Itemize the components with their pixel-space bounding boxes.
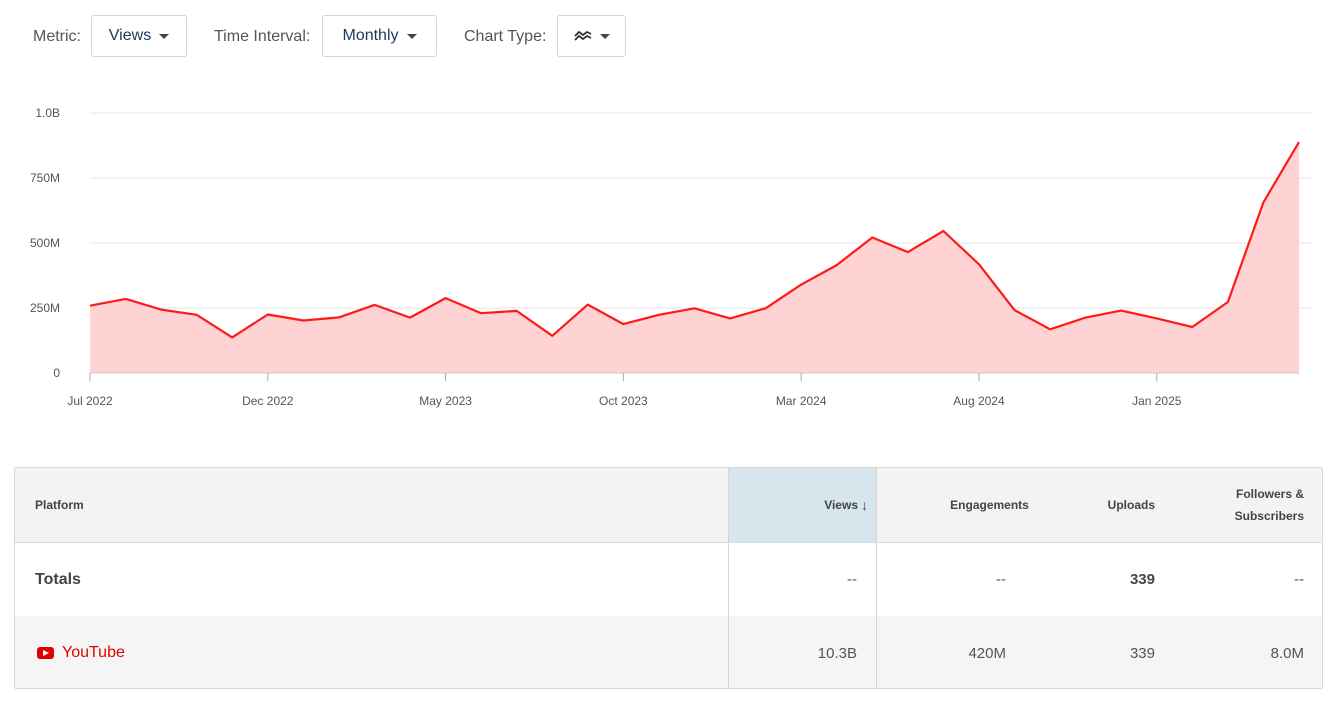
uploads-header[interactable]: Uploads: [1107, 498, 1155, 512]
chart-gridlines: [90, 112, 1312, 309]
totals-engagements: --: [996, 571, 1006, 588]
totals-uploads: 339: [1129, 571, 1155, 588]
followers-header[interactable]: Followers & Subscribers: [1175, 468, 1304, 542]
column-divider: [728, 468, 729, 688]
followers-header-line1: Followers &: [1235, 487, 1304, 501]
uploads-cell: 339: [1129, 644, 1155, 662]
column-divider: [876, 468, 877, 688]
views-header-label: Views: [824, 498, 858, 512]
area-chart-icon: [573, 30, 591, 41]
totals-followers: --: [1294, 571, 1304, 588]
y-tick-label: 1.0B: [35, 106, 60, 120]
x-tick-label: Mar 2024: [776, 394, 827, 408]
metric-value: Views: [108, 27, 152, 44]
metric-label: Metric:: [33, 28, 81, 45]
views-cell: 10.3B: [817, 644, 857, 662]
youtube-icon: [37, 647, 54, 659]
y-axis-ticks: 0 250M 500M 750M 1.0B: [30, 106, 60, 380]
platform-name: YouTube: [62, 644, 125, 661]
table-header-row: Platform Views ↓ Engagements Uploads Fol…: [15, 468, 1322, 543]
followers-header-line2: Subscribers: [1234, 509, 1304, 523]
x-tick-label: Aug 2024: [953, 394, 1005, 408]
series-line: [89, 141, 1300, 339]
chart-type-dropdown[interactable]: [557, 15, 626, 57]
caret-down-icon: [406, 33, 417, 39]
views-header[interactable]: Views ↓: [729, 468, 876, 542]
time-interval-dropdown[interactable]: Monthly: [322, 15, 437, 57]
chart-type-label: Chart Type:: [464, 28, 547, 45]
time-interval-label: Time Interval:: [214, 28, 311, 45]
totals-row: Totals -- -- 339 --: [15, 543, 1322, 616]
engagements-header[interactable]: Engagements: [950, 498, 1029, 512]
time-interval-value: Monthly: [342, 27, 399, 44]
totals-label: Totals: [35, 570, 81, 588]
views-area-chart: 0 250M 500M 750M 1.0B Jul 2022 Dec 2022 May 20…: [30, 106, 1312, 408]
totals-views: --: [847, 571, 857, 588]
x-tick-label: May 2023: [419, 394, 472, 408]
y-tick-label: 750M: [30, 171, 60, 185]
area-fill: [90, 142, 1299, 373]
y-tick-label: 500M: [30, 236, 60, 250]
x-tick-label: Jan 2025: [1132, 394, 1182, 408]
x-tick-label: Dec 2022: [242, 394, 294, 408]
sort-desc-icon: ↓: [861, 497, 868, 513]
metric-dropdown[interactable]: Views: [91, 15, 187, 57]
followers-cell: 8.0M: [1270, 644, 1304, 662]
platform-header[interactable]: Platform: [35, 498, 84, 512]
x-tick-label: Oct 2023: [599, 394, 648, 408]
caret-down-icon: [599, 33, 610, 39]
platform-cell: YouTube: [37, 616, 337, 688]
y-tick-label: 0: [53, 366, 60, 380]
chart-controls: Metric: Views Time Interval: Monthly Cha…: [0, 0, 1336, 75]
platform-table: Platform Views ↓ Engagements Uploads Fol…: [14, 467, 1323, 689]
youtube-link[interactable]: YouTube: [37, 644, 125, 662]
y-tick-label: 250M: [30, 301, 60, 315]
engagements-cell: 420M: [968, 644, 1006, 662]
caret-down-icon: [159, 33, 170, 39]
table-row: YouTube 10.3B 420M 339 8.0M: [15, 616, 1322, 688]
x-tick-label: Jul 2022: [67, 394, 113, 408]
x-axis-ticks: Jul 2022 Dec 2022 May 2023 Oct 2023 Mar 2024…: [67, 373, 1182, 408]
